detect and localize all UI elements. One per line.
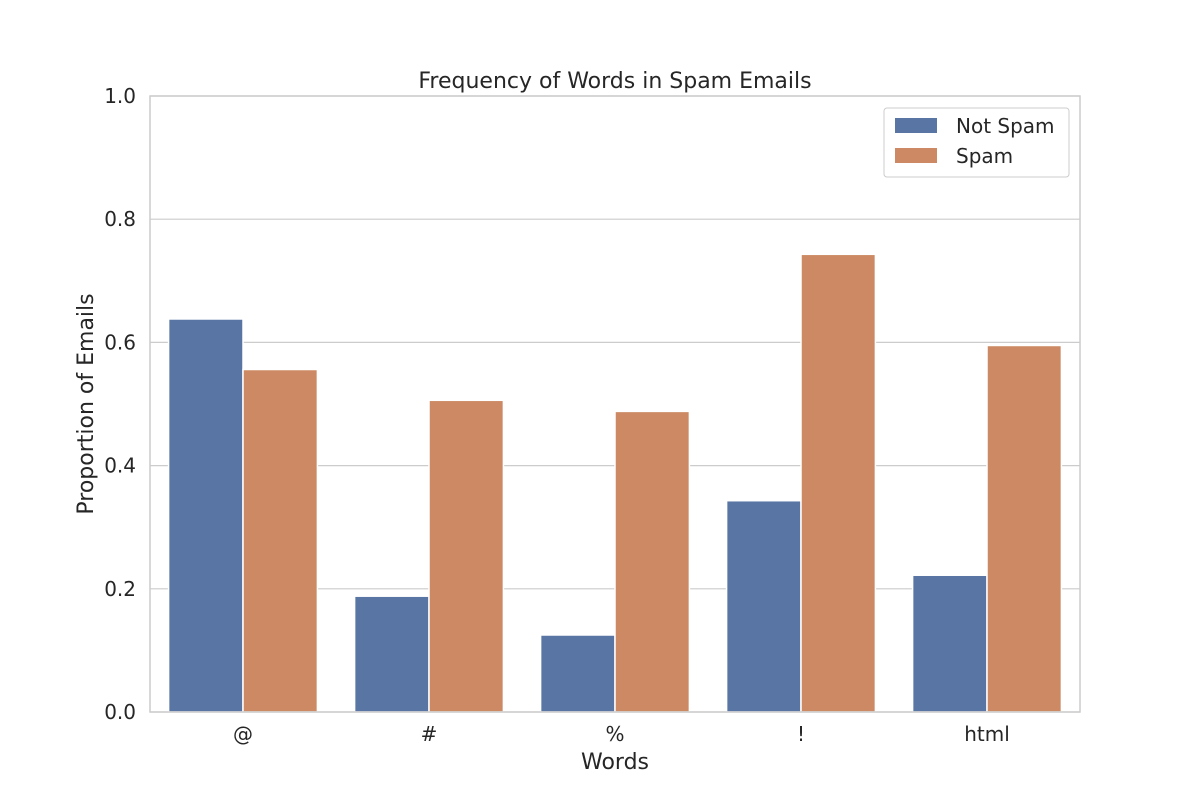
x-tick-label: ! [797,722,805,746]
x-tick-label: % [605,722,624,746]
y-tick-label: 0.6 [104,330,136,354]
x-axis-label: Words [581,750,649,775]
y-tick-label: 1.0 [104,84,136,108]
legend-label-spam: Spam [956,144,1013,168]
bar-not-spam-1 [353,595,430,713]
legend-swatch-not-spam [895,118,937,133]
y-tick-label: 0.4 [104,454,136,478]
bar-not-spam-3 [725,499,802,713]
bar-spam-2 [614,410,691,713]
x-tick-label: # [421,722,438,746]
bar-spam-0 [242,368,319,713]
legend-label-not-spam: Not Spam [956,114,1055,138]
bar-not-spam-2 [539,634,616,713]
legend: Not Spam Spam [883,107,1070,178]
y-axis-label: Proportion of Emails [74,293,99,514]
y-tick-label: 0.0 [104,700,136,724]
x-tick-label: @ [233,722,253,746]
bar-spam-4 [986,344,1063,713]
plot-frame [149,95,1081,713]
bar-not-spam-4 [911,574,988,713]
y-tick-label: 0.2 [104,577,136,601]
y-tick-label: 0.8 [104,207,136,231]
bar-spam-3 [800,253,877,713]
chart-title: Frequency of Words in Spam Emails [418,69,811,94]
bar-not-spam-0 [167,318,244,713]
x-tick-label: html [964,722,1010,746]
legend-swatch-spam [895,148,937,163]
bars [167,253,1063,713]
x-tick-labels: @ #%! html [233,722,1010,746]
bar-spam-1 [428,399,505,713]
y-tick-labels: 0.0 0.2 0.4 0.6 0.8 1.0 [104,84,136,724]
